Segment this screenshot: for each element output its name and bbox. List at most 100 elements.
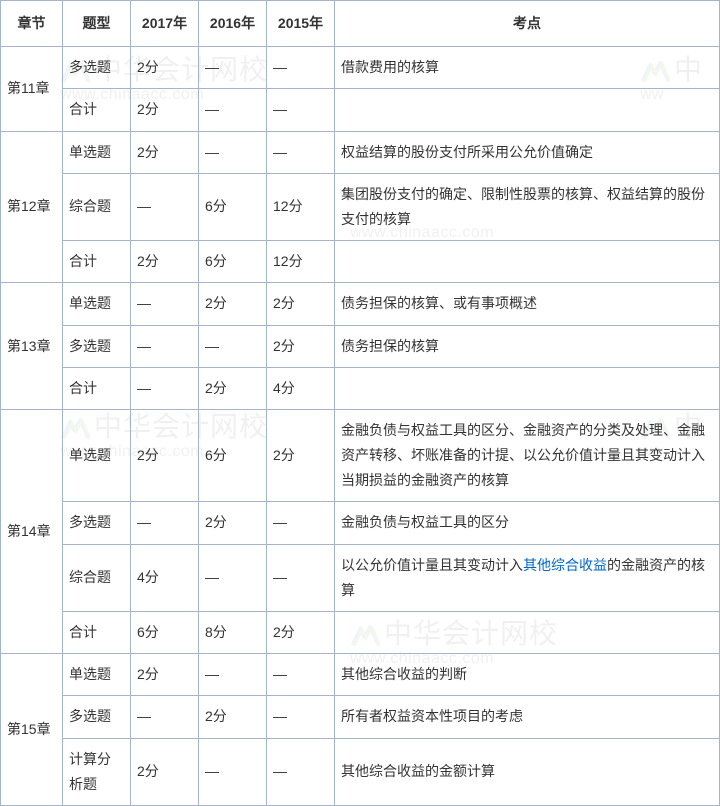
cell-y2016: — [199, 738, 267, 805]
cell-y2016: — [199, 47, 267, 89]
cell-y2015: — [267, 502, 335, 544]
table-row: 多选题——2分债务担保的核算 [1, 325, 720, 367]
cell-chapter: 第15章 [1, 654, 63, 806]
col-header-2017: 2017年 [131, 1, 199, 47]
cell-y2016: 2分 [199, 502, 267, 544]
cell-y2017: — [131, 367, 199, 409]
cell-topic [335, 612, 720, 654]
cell-type: 综合题 [63, 173, 131, 240]
cell-y2015: 12分 [267, 241, 335, 283]
cell-y2016: — [199, 325, 267, 367]
cell-y2015: — [267, 738, 335, 805]
cell-y2017: 6分 [131, 612, 199, 654]
cell-y2017: 2分 [131, 131, 199, 173]
cell-topic: 集团股份支付的确定、限制性股票的核算、权益结算的股份支付的核算 [335, 173, 720, 240]
cell-y2015: 2分 [267, 325, 335, 367]
table-row: 计算分析题2分——其他综合收益的金额计算 [1, 738, 720, 805]
cell-y2017: 2分 [131, 738, 199, 805]
cell-topic: 所有者权益资本性项目的考虑 [335, 696, 720, 738]
cell-y2015: — [267, 47, 335, 89]
col-header-topic: 考点 [335, 1, 720, 47]
cell-y2015: 2分 [267, 612, 335, 654]
cell-y2015: — [267, 696, 335, 738]
cell-y2017: — [131, 325, 199, 367]
table-row: 第15章单选题2分——其他综合收益的判断 [1, 654, 720, 696]
cell-y2016: 6分 [199, 241, 267, 283]
topic-link[interactable]: 其他综合收益 [523, 557, 607, 573]
cell-type: 综合题 [63, 544, 131, 611]
table-row: 第11章多选题2分——借款费用的核算 [1, 47, 720, 89]
table-row: 合计—2分4分 [1, 367, 720, 409]
table-row: 第13章单选题—2分2分债务担保的核算、或有事项概述 [1, 283, 720, 325]
cell-type: 单选题 [63, 131, 131, 173]
table-body: 第11章多选题2分——借款费用的核算合计2分——第12章单选题2分——权益结算的… [1, 47, 720, 806]
cell-y2016: 6分 [199, 173, 267, 240]
cell-type: 多选题 [63, 696, 131, 738]
cell-y2016: 2分 [199, 696, 267, 738]
col-header-2015: 2015年 [267, 1, 335, 47]
cell-y2015: — [267, 89, 335, 131]
cell-y2015: — [267, 131, 335, 173]
table-row: 多选题—2分—所有者权益资本性项目的考虑 [1, 696, 720, 738]
cell-topic: 其他综合收益的金额计算 [335, 738, 720, 805]
cell-y2016: 6分 [199, 409, 267, 502]
cell-y2016: 2分 [199, 283, 267, 325]
cell-y2017: — [131, 173, 199, 240]
table-row: 第12章单选题2分——权益结算的股份支付所采用公允价值确定 [1, 131, 720, 173]
col-header-2016: 2016年 [199, 1, 267, 47]
cell-y2015: 2分 [267, 409, 335, 502]
cell-topic: 其他综合收益的判断 [335, 654, 720, 696]
cell-y2015: — [267, 654, 335, 696]
cell-chapter: 第14章 [1, 409, 63, 653]
cell-y2017: 2分 [131, 241, 199, 283]
table-row: 多选题—2分—金融负债与权益工具的区分 [1, 502, 720, 544]
cell-y2017: — [131, 502, 199, 544]
cell-y2015: 2分 [267, 283, 335, 325]
cell-y2017: — [131, 283, 199, 325]
cell-y2016: 8分 [199, 612, 267, 654]
cell-topic: 债务担保的核算、或有事项概述 [335, 283, 720, 325]
cell-chapter: 第11章 [1, 47, 63, 131]
cell-topic: 金融负债与权益工具的区分 [335, 502, 720, 544]
table-row: 合计2分—— [1, 89, 720, 131]
cell-topic: 借款费用的核算 [335, 47, 720, 89]
cell-type: 合计 [63, 89, 131, 131]
cell-y2016: — [199, 89, 267, 131]
cell-y2016: — [199, 131, 267, 173]
cell-type: 单选题 [63, 283, 131, 325]
cell-y2016: — [199, 544, 267, 611]
col-header-type: 题型 [63, 1, 131, 47]
cell-y2016: — [199, 654, 267, 696]
table-header-row: 章节 题型 2017年 2016年 2015年 考点 [1, 1, 720, 47]
cell-type: 单选题 [63, 654, 131, 696]
cell-y2015: 4分 [267, 367, 335, 409]
cell-type: 多选题 [63, 47, 131, 89]
table-row: 合计6分8分2分 [1, 612, 720, 654]
cell-type: 多选题 [63, 502, 131, 544]
table-row: 综合题—6分12分集团股份支付的确定、限制性股票的核算、权益结算的股份支付的核算 [1, 173, 720, 240]
cell-topic: 债务担保的核算 [335, 325, 720, 367]
cell-type: 计算分析题 [63, 738, 131, 805]
cell-type: 合计 [63, 612, 131, 654]
cell-y2017: 2分 [131, 409, 199, 502]
cell-type: 合计 [63, 241, 131, 283]
cell-type: 合计 [63, 367, 131, 409]
cell-topic: 以公允价值计量且其变动计入其他综合收益的金融资产的核算 [335, 544, 720, 611]
table-row: 第14章单选题2分6分2分金融负债与权益工具的区分、金融资产的分类及处理、金融资… [1, 409, 720, 502]
cell-y2015: — [267, 544, 335, 611]
cell-type: 单选题 [63, 409, 131, 502]
cell-y2017: 2分 [131, 47, 199, 89]
cell-type: 多选题 [63, 325, 131, 367]
cell-y2017: — [131, 696, 199, 738]
cell-topic: 权益结算的股份支付所采用公允价值确定 [335, 131, 720, 173]
cell-y2015: 12分 [267, 173, 335, 240]
cell-y2017: 2分 [131, 89, 199, 131]
exam-points-table: 章节 题型 2017年 2016年 2015年 考点 第11章多选题2分——借款… [0, 0, 720, 806]
col-header-chapter: 章节 [1, 1, 63, 47]
cell-topic [335, 241, 720, 283]
cell-y2017: 2分 [131, 654, 199, 696]
cell-topic: 金融负债与权益工具的区分、金融资产的分类及处理、金融资产转移、坏账准备的计提、以… [335, 409, 720, 502]
cell-topic [335, 367, 720, 409]
cell-y2017: 4分 [131, 544, 199, 611]
cell-chapter: 第13章 [1, 283, 63, 410]
